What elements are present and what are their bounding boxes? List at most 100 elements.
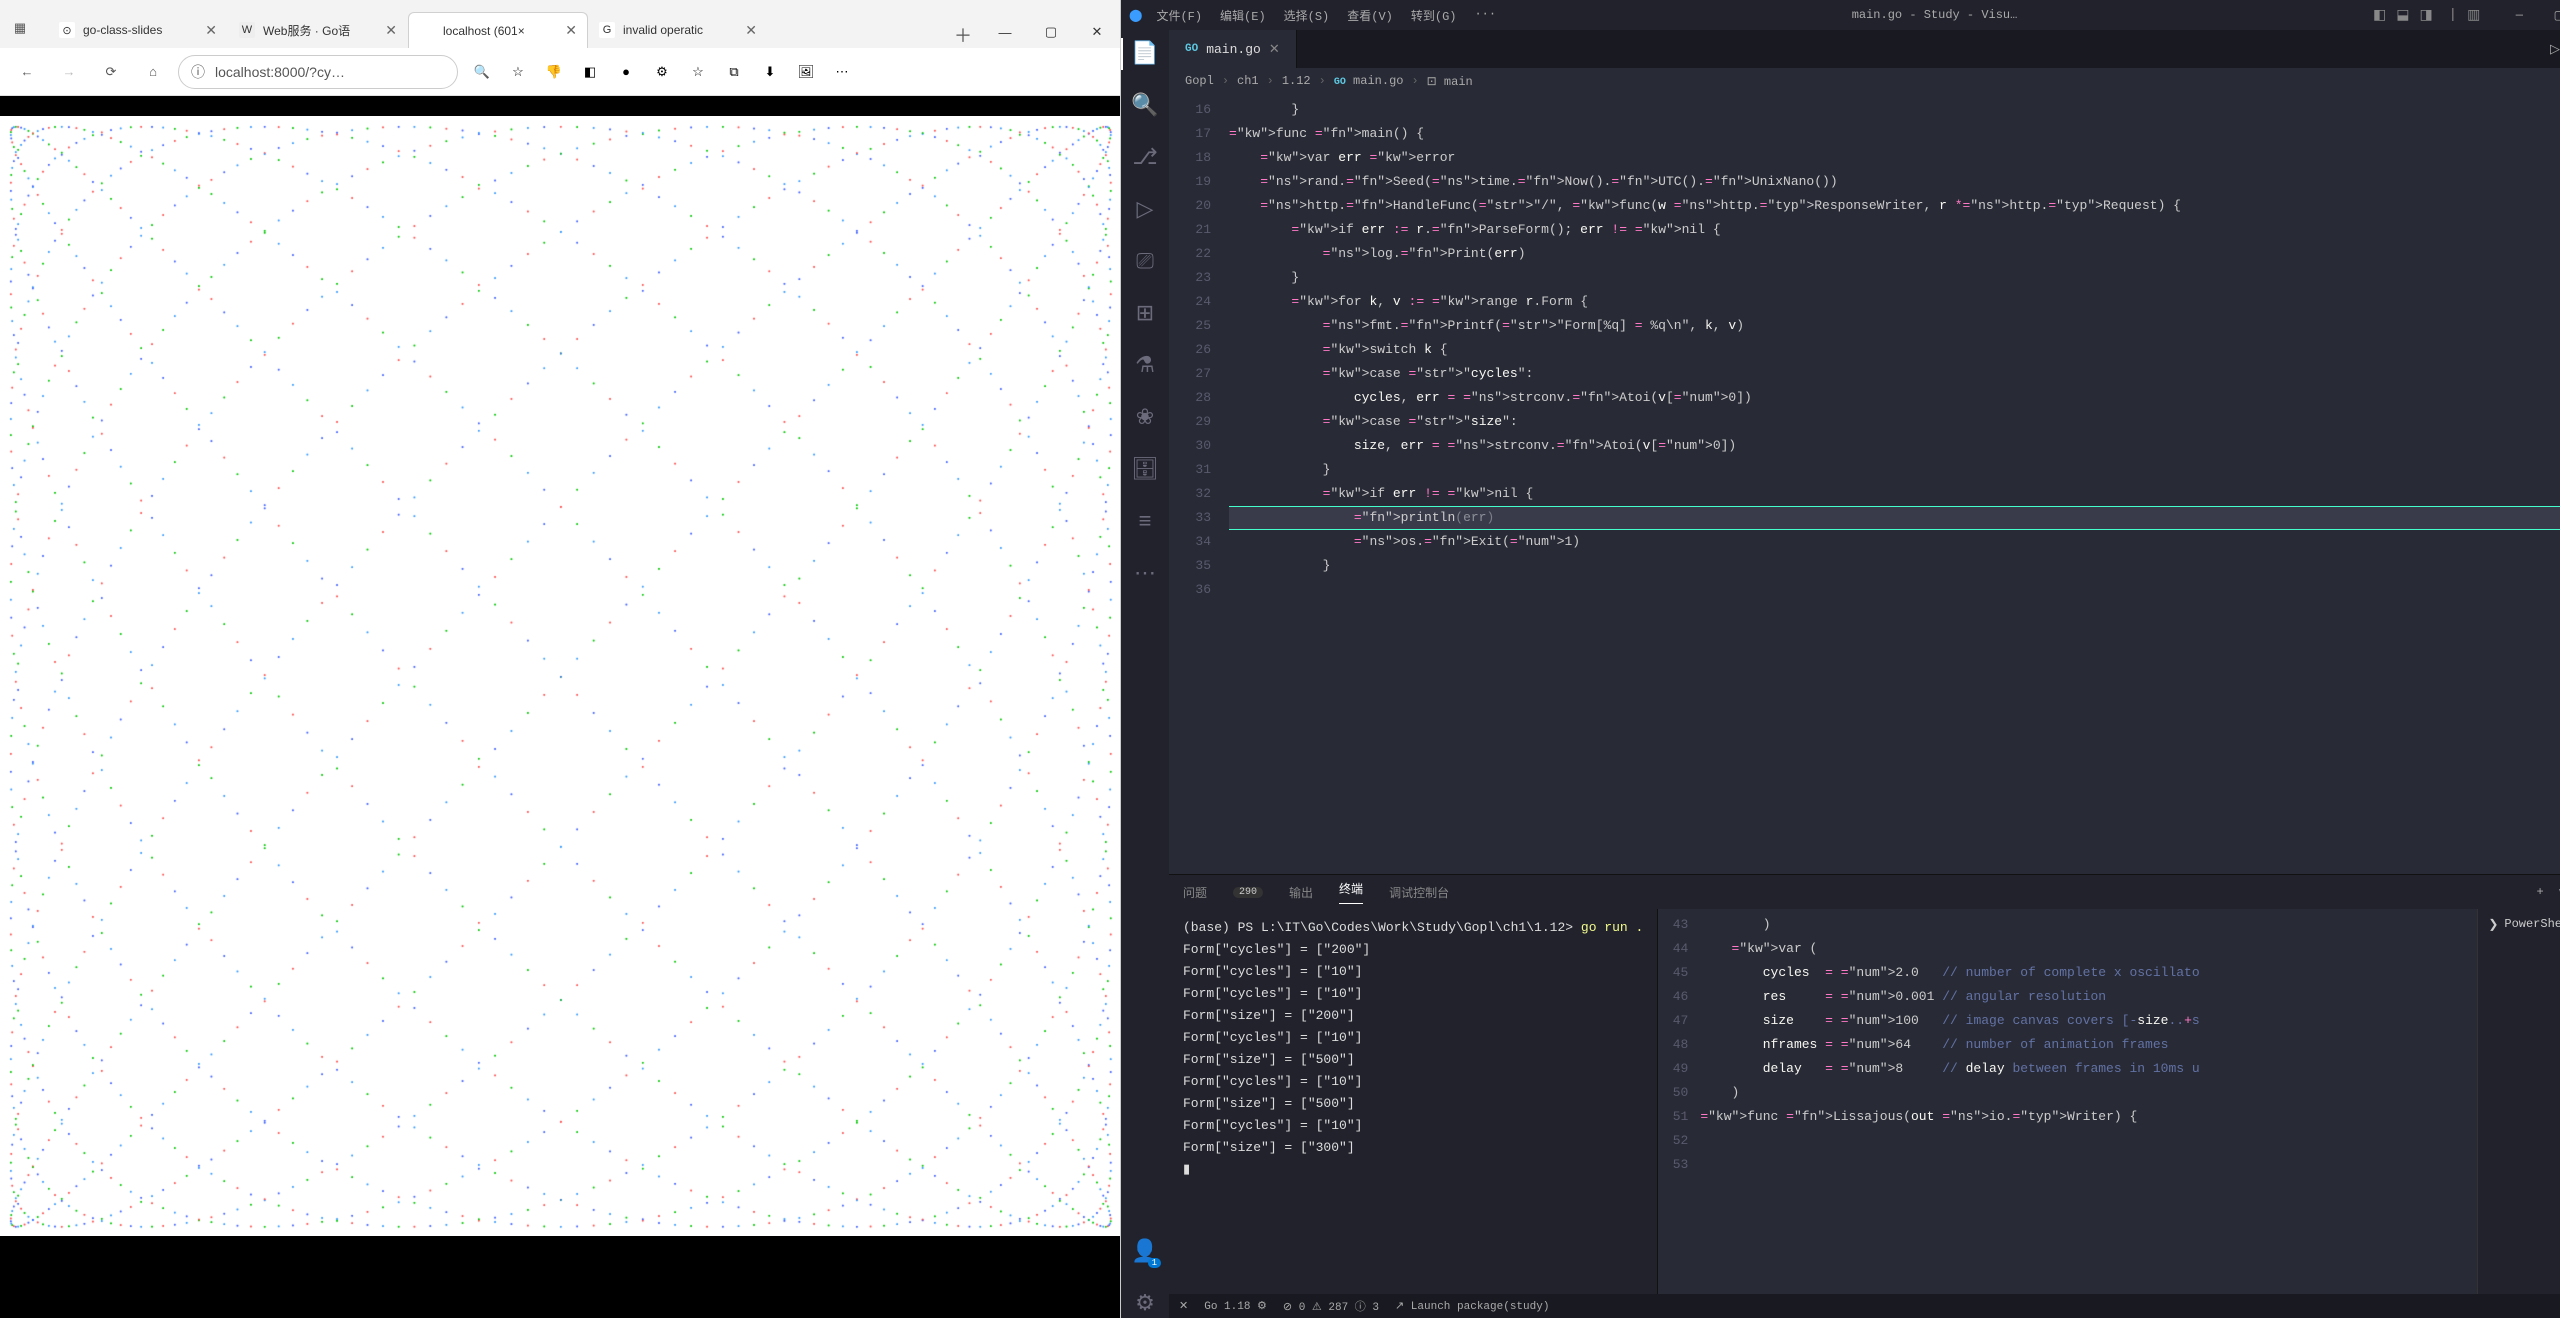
vscode-titlebar: ⬤ 文件(F)编辑(E)选择(S)查看(V)转到(G)··· main.go -… xyxy=(1121,0,2560,30)
tab-close-icon[interactable]: ✕ xyxy=(745,22,757,39)
bottom-panel: 问题290输出终端调试控制台+∨∧✕ (base) PS L:\IT\Go\Co… xyxy=(1169,874,2560,1294)
terminal-type-icon: ❯ xyxy=(2488,917,2498,932)
account-icon[interactable]: 👤1 xyxy=(1131,1238,1159,1266)
lissajous-image xyxy=(0,116,1120,1236)
layout-left-icon[interactable]: ◧ xyxy=(2373,7,2386,24)
go-file-icon: GO xyxy=(1185,43,1198,55)
database-icon[interactable]: 🗄 xyxy=(1131,456,1159,484)
minimize-button[interactable]: — xyxy=(982,16,1028,48)
breadcrumb-item[interactable]: Gopl xyxy=(1185,74,1214,88)
extension-icon[interactable]: 🔍 xyxy=(466,56,498,88)
vscode-win-controls: — ▢ ✕ xyxy=(2499,8,2560,23)
editor-column: GO main.go ✕ ▷ ▥ ⋯ Gopl›ch1›1.12›GO main… xyxy=(1169,30,2560,1318)
chevron-icon: › xyxy=(1319,74,1326,88)
layout-custom-icon[interactable]: ▥ xyxy=(2467,7,2480,24)
code-content[interactable]: }="kw">func ="fn">main() { ="kw">var err… xyxy=(1229,94,2560,874)
forward-button[interactable]: → xyxy=(52,55,86,89)
panel-tab[interactable]: 问题 xyxy=(1183,884,1207,901)
vs-maximize-button[interactable]: ▢ xyxy=(2539,8,2560,23)
browser-tab[interactable]: localhost (601× ✕ xyxy=(408,12,588,48)
editor-tab-main[interactable]: GO main.go ✕ xyxy=(1169,30,1297,68)
extension-icon[interactable]: 🖼 xyxy=(790,56,822,88)
secondary-gutter: 4344454647484950515253 xyxy=(1658,909,1700,1294)
remote-icon[interactable]: ⎚ xyxy=(1131,248,1159,276)
tab-close-icon[interactable]: ✕ xyxy=(205,22,217,39)
favicon-icon: G xyxy=(599,22,615,38)
address-bar[interactable]: ⓘ localhost:8000/?cy… xyxy=(178,55,458,89)
layers-icon[interactable]: ≡ xyxy=(1131,508,1159,536)
tab-close-icon[interactable]: ✕ xyxy=(1269,42,1280,57)
extension-icon[interactable]: ☆ xyxy=(502,56,534,88)
extension-icon[interactable]: 👎 xyxy=(538,56,570,88)
tree-icon[interactable]: ❀ xyxy=(1131,404,1159,432)
extension-icon[interactable]: ● xyxy=(610,56,642,88)
tab-close-icon[interactable]: ✕ xyxy=(565,22,577,39)
tab-title: localhost (601× xyxy=(443,24,557,38)
chevron-icon: › xyxy=(1411,74,1418,88)
browser-tab[interactable]: W Web服务 · Go语 ✕ xyxy=(228,12,408,48)
overflow-icon[interactable]: ⋯ xyxy=(1131,560,1159,588)
browser-tab[interactable]: ⊙ go-class-slides ✕ xyxy=(48,12,228,48)
menu-item[interactable]: 文件(F) xyxy=(1156,7,1202,24)
run-button[interactable]: ▷ xyxy=(2550,42,2560,57)
breadcrumbs[interactable]: Gopl›ch1›1.12›GO main.go›⊡ main xyxy=(1169,68,2560,94)
browser-toolbar: ← → ⟳ ⌂ ⓘ localhost:8000/?cy… 🔍☆👎◧●⚙☆⧉⬇🖼… xyxy=(0,48,1120,96)
reload-button[interactable]: ⟳ xyxy=(94,55,128,89)
tab-title: invalid operatic xyxy=(623,23,737,37)
extension-icon[interactable]: ◧ xyxy=(574,56,606,88)
new-tab-button[interactable]: ＋ xyxy=(944,22,982,48)
status-item[interactable]: ↗ Launch package(study) xyxy=(1395,1299,1549,1313)
maximize-button[interactable]: ▢ xyxy=(1028,16,1074,48)
testing-icon[interactable]: ⚗ xyxy=(1131,352,1159,380)
home-button[interactable]: ⌂ xyxy=(136,55,170,89)
panel-tab[interactable]: 输出 xyxy=(1289,884,1313,901)
tab-close-icon[interactable]: ✕ xyxy=(385,22,397,39)
layout-right-icon[interactable]: ◨ xyxy=(2419,7,2432,24)
status-item[interactable]: ⊘ 0 ⚠ 287 ⓘ 3 xyxy=(1283,1298,1379,1314)
breadcrumb-item[interactable]: ch1 xyxy=(1237,74,1259,88)
url-text: localhost:8000/?cy… xyxy=(215,64,445,80)
secondary-editor[interactable]: 4344454647484950515253 ) ="kw">var ( cyc… xyxy=(1657,909,2477,1294)
site-info-icon[interactable]: ⓘ xyxy=(191,62,205,82)
menu-item[interactable]: ··· xyxy=(1474,7,1496,24)
menu-item[interactable]: 转到(G) xyxy=(1411,7,1457,24)
vscode-logo-icon: ⬤ xyxy=(1129,8,1142,23)
settings-icon[interactable]: ⚙ xyxy=(1131,1290,1159,1318)
extension-icon[interactable]: ⚙ xyxy=(646,56,678,88)
breadcrumb-item[interactable]: 1.12 xyxy=(1282,74,1311,88)
breadcrumb-item[interactable]: ⊡ main xyxy=(1427,74,1473,89)
extension-icon[interactable]: ⬇ xyxy=(754,56,786,88)
status-bar: ✕ Go 1.18 ⚙ ⊘ 0 ⚠ 287 ⓘ 3 ↗ Launch package(… xyxy=(1169,1294,2560,1318)
search-icon[interactable]: 🔍 xyxy=(1131,92,1159,120)
activity-bar: 📄 🔍 ⎇ ▷ ⎚ ⊞ ⚗ ❀ 🗄 ≡ ⋯ 👤1 ⚙ xyxy=(1121,30,1169,1318)
line-gutter: 1617181920212223242526272829303132333435… xyxy=(1169,94,1229,874)
vs-minimize-button[interactable]: — xyxy=(2499,8,2539,23)
browser-tab[interactable]: G invalid operatic ✕ xyxy=(588,12,768,48)
explorer-icon[interactable]: 📄 xyxy=(1131,40,1159,68)
menu-item[interactable]: 查看(V) xyxy=(1347,7,1393,24)
git-icon[interactable]: ⎇ xyxy=(1131,144,1159,172)
status-item[interactable]: ✕ xyxy=(1179,1299,1188,1313)
terminal-sidebar[interactable]: ❯ PowerShell xyxy=(2477,909,2560,1294)
tab-actions-icon[interactable]: ▦ xyxy=(0,8,40,48)
back-button[interactable]: ← xyxy=(10,55,44,89)
close-button[interactable]: ✕ xyxy=(1074,16,1120,48)
extension-icon[interactable]: ⧉ xyxy=(718,56,750,88)
extension-icon[interactable]: ⋯ xyxy=(826,56,858,88)
panel-tab[interactable]: 终端 xyxy=(1339,880,1363,904)
panel-tab[interactable]: 调试控制台 xyxy=(1389,884,1449,901)
menu-item[interactable]: 选择(S) xyxy=(1284,7,1330,24)
extensions-icon[interactable]: ⊞ xyxy=(1131,300,1159,328)
menu-item[interactable]: 编辑(E) xyxy=(1220,7,1266,24)
extension-icon[interactable]: ☆ xyxy=(682,56,714,88)
panel-action-icon[interactable]: + xyxy=(2536,885,2543,900)
layout-bottom-icon[interactable]: ⬓ xyxy=(2396,7,2409,24)
secondary-code[interactable]: ) ="kw">var ( cycles = ="num">2.0 // num… xyxy=(1700,909,2477,1294)
browser-content xyxy=(0,96,1120,1318)
debug-icon[interactable]: ▷ xyxy=(1131,196,1159,224)
editor-tabs: GO main.go ✕ ▷ ▥ ⋯ xyxy=(1169,30,2560,68)
breadcrumb-item[interactable]: GO main.go xyxy=(1334,74,1404,88)
status-item[interactable]: Go 1.18 ⚙ xyxy=(1204,1299,1267,1313)
terminal[interactable]: (base) PS L:\IT\Go\Codes\Work\Study\Gopl… xyxy=(1169,909,1657,1294)
editor-area[interactable]: 1617181920212223242526272829303132333435… xyxy=(1169,94,2560,874)
